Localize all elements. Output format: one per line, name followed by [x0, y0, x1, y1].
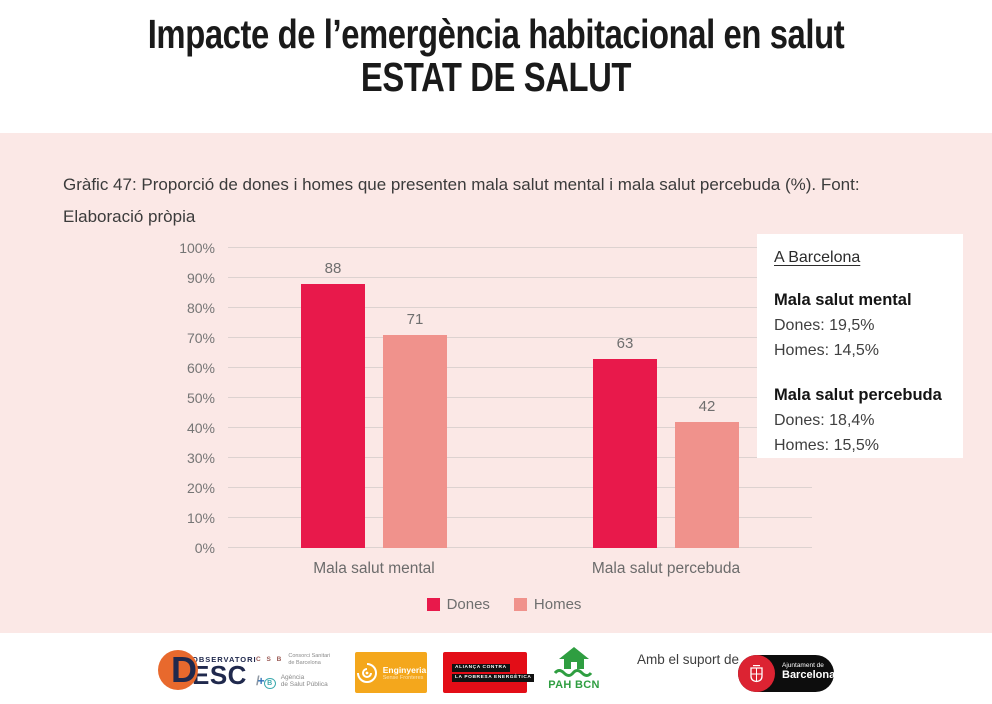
pah-bcn-logo: PAH BCN	[543, 647, 605, 691]
desc-d-letter: D	[171, 649, 197, 690]
csb-org-name: Consorci Sanitari de Barcelona	[288, 653, 330, 666]
info-heading: Mala salut mental	[774, 291, 912, 309]
ajuntament-shield-icon	[750, 664, 763, 682]
ajuntament-barcelona-logo: Ajuntament de Barcelona	[738, 655, 836, 692]
pah-bcn-text: PAH BCN	[548, 679, 600, 691]
ape-line1: ALIANÇA CONTRA	[452, 663, 510, 672]
legend-item-homes: Homes	[513, 596, 582, 613]
observatori-desc-logo: D OBSERVATORI ESC	[158, 650, 257, 690]
csb-org-line1: Consorci Sanitari	[288, 653, 331, 659]
gridline	[228, 427, 812, 428]
csb-aspb-logo: C S B Consorci Sanitari de Barcelona /+ B…	[256, 653, 330, 690]
x-category-label: Mala salut percebuda	[591, 560, 741, 577]
aspb-org-name: Agència de Salut Pública	[281, 674, 328, 689]
x-axis-labels: Mala salut mental Mala salut percebuda	[228, 560, 812, 582]
x-category-label: Mala salut mental	[313, 560, 435, 577]
bar-dones-mala-salut-mental	[301, 284, 365, 548]
gridline	[228, 247, 812, 248]
info-section-percebuda: Mala salut percebuda Dones: 18,4% Homes:…	[774, 383, 953, 458]
info-box-title: A Barcelona	[774, 249, 861, 266]
aspb-icon: /+ B	[256, 672, 276, 690]
desc-esc-text: ESC	[192, 659, 247, 690]
aspb-b: B	[263, 678, 276, 689]
y-tick-label: 50%	[186, 390, 215, 406]
gridline	[228, 277, 812, 278]
y-tick-label: 20%	[186, 480, 215, 496]
legend: Dones Homes	[228, 596, 780, 613]
legend-swatch	[426, 598, 440, 611]
chart-caption-line2: Elaboració pròpia	[63, 207, 196, 226]
bar-value-label: 71	[406, 311, 424, 328]
y-tick-label: 40%	[186, 420, 215, 436]
esf-subname: Sense Fronteres	[382, 674, 424, 681]
info-box: A Barcelona Mala salut mental Dones: 19,…	[757, 234, 963, 458]
bar-value-label: 42	[698, 398, 716, 415]
y-tick-label: 30%	[186, 450, 215, 466]
info-line: Homes: 14,5%	[774, 342, 879, 359]
page-title-line2: ESTAT DE SALUT	[360, 54, 632, 100]
gridline	[228, 547, 812, 548]
info-heading: Mala salut percebuda	[774, 386, 942, 404]
info-line: Dones: 18,4%	[774, 412, 875, 429]
footer: D OBSERVATORI ESC C S B Consorci Sanitar…	[0, 633, 992, 704]
csb-acronym: C S B	[256, 656, 284, 663]
chart-caption-line1: Gràfic 47: Proporció de dones i homes qu…	[63, 175, 860, 194]
bar-homes-mala-salut-percebuda	[675, 422, 739, 548]
legend-swatch	[513, 598, 527, 611]
y-tick-label: 90%	[186, 270, 215, 286]
legend-item-dones: Dones	[426, 596, 490, 613]
info-section-mental: Mala salut mental Dones: 19,5% Homes: 14…	[774, 288, 953, 363]
y-tick-label: 10%	[186, 510, 215, 526]
gridline	[228, 517, 812, 518]
info-line: Dones: 19,5%	[774, 317, 875, 334]
bar-value-label: 63	[616, 335, 634, 352]
header: Impacte de l’emergència habitacional en …	[0, 0, 992, 133]
y-axis-labels: 0% 10% 20% 30% 40% 50% 60% 70% 80% 90% 100%	[130, 240, 215, 556]
plot-area: 88 71 63 42	[228, 247, 812, 548]
pah-house-icon	[554, 647, 593, 677]
info-line: Homes: 15,5%	[774, 437, 879, 454]
ape-line2: LA POBRESA ENERGÈTICA	[452, 673, 535, 682]
aspb-slash: /	[256, 673, 260, 688]
bar-homes-mala-salut-mental	[383, 335, 447, 548]
alianca-pobresa-energetica-logo: ALIANÇA CONTRA LA POBRESA ENERGÈTICA	[443, 652, 535, 693]
esf-name: Enginyeria	[382, 664, 427, 675]
ajuntament-shield-badge	[738, 655, 775, 692]
y-tick-label: 100%	[179, 240, 215, 256]
legend-label: Homes	[533, 596, 582, 613]
support-text: Amb el suport de	[637, 652, 740, 667]
gridline	[228, 457, 812, 458]
desc-disc-icon: D	[158, 650, 198, 690]
page-title-line1: Impacte de l’emergència habitacional en …	[147, 11, 845, 57]
legend-label: Dones	[446, 596, 490, 613]
enginyeria-sense-fronteres-logo: Enginyeria Sense Fronteres	[355, 652, 427, 693]
desc-observatori-text: OBSERVATORI	[192, 654, 257, 664]
csb-org-line2: de Barcelona	[288, 659, 321, 666]
gridline	[228, 397, 812, 398]
gridline	[228, 307, 812, 308]
y-tick-label: 60%	[186, 360, 215, 376]
y-tick-label: 70%	[186, 330, 215, 346]
gridline	[228, 487, 812, 488]
y-tick-label: 80%	[186, 300, 215, 316]
ajuntament-text-line2: Barcelona	[782, 669, 836, 681]
aspb-org-line1: Agència	[280, 673, 305, 681]
chart-caption: Gràfic 47: Proporció de dones i homes qu…	[63, 169, 860, 233]
y-tick-label: 0%	[194, 540, 215, 556]
gridline	[228, 337, 812, 338]
esf-swirl-icon	[356, 662, 377, 683]
bar-value-label: 88	[324, 260, 342, 277]
ajuntament-text-line1: Ajuntament de	[782, 662, 824, 669]
aspb-org-line2: de Salut Pública	[280, 681, 328, 688]
gridline	[228, 367, 812, 368]
chart-section: Gràfic 47: Proporció de dones i homes qu…	[0, 133, 992, 633]
bar-dones-mala-salut-percebuda	[593, 359, 657, 548]
aspb-plus: +	[257, 674, 265, 688]
